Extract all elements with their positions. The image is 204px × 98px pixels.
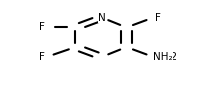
Text: F: F: [155, 13, 161, 23]
Text: F: F: [39, 52, 45, 62]
Text: N: N: [98, 13, 106, 23]
Text: NH2: NH2: [155, 52, 177, 62]
Text: NH₂: NH₂: [153, 52, 173, 62]
Text: F: F: [39, 22, 45, 32]
